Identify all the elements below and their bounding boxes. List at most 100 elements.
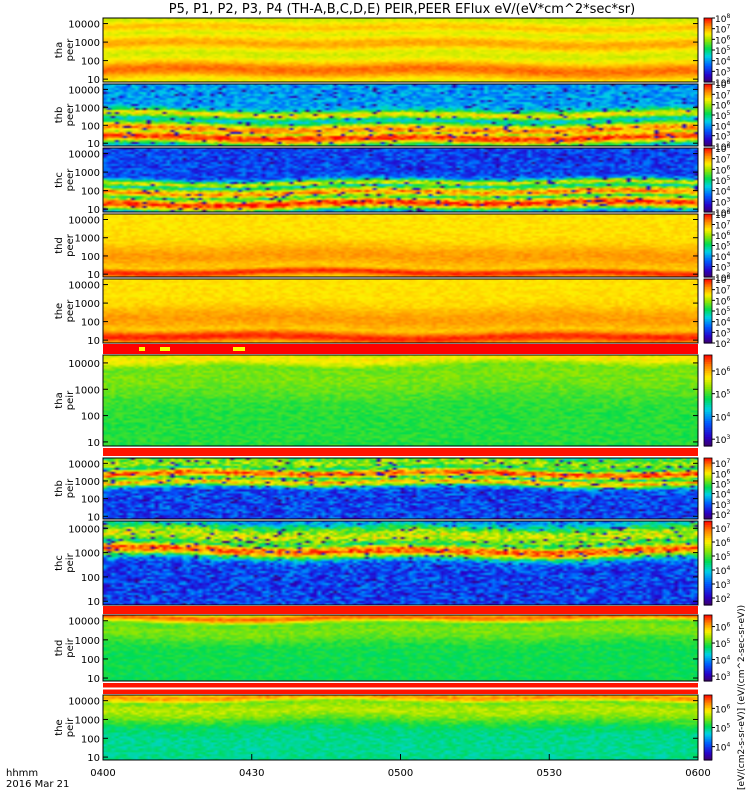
colorbar-step xyxy=(704,677,712,680)
colorbar-step xyxy=(704,70,712,73)
colorbar-step xyxy=(704,531,712,535)
panel-thd-peir: 10 100 1000 10000 thd peir 103 104 105 106 xyxy=(54,614,730,685)
colorbar-step xyxy=(704,735,712,738)
colorbar-step xyxy=(704,416,712,420)
colorbar-step xyxy=(704,218,712,221)
colorbar-step xyxy=(704,67,712,70)
colorbar-step xyxy=(704,125,712,128)
colorbar-step xyxy=(704,701,712,704)
colorbar-step xyxy=(704,251,712,254)
colorbar-tick-label: 107 xyxy=(715,523,730,535)
colorbar-step xyxy=(704,184,712,187)
gap-band-fill xyxy=(103,606,698,614)
colorbar-step xyxy=(704,380,712,383)
time-tick-label: 0500 xyxy=(388,768,413,779)
colorbar-step xyxy=(704,649,712,652)
colorbar-step xyxy=(704,546,712,549)
colorbar-step xyxy=(704,333,712,336)
colorbar-step xyxy=(704,43,712,46)
colorbar-step xyxy=(704,641,712,644)
colorbar-step xyxy=(704,38,712,41)
colorbar-step xyxy=(704,679,712,682)
colorbar-step xyxy=(704,322,712,325)
colorbar-step xyxy=(704,651,712,654)
colorbar-step xyxy=(704,314,712,317)
colorbar-step xyxy=(704,584,712,587)
colorbar-step xyxy=(704,631,712,634)
colorbar-step xyxy=(704,93,712,96)
colorbar-tick-label: 104 xyxy=(715,411,730,423)
colorbar-step xyxy=(704,315,712,318)
colorbar-step xyxy=(704,525,712,528)
colorbar-step xyxy=(704,181,712,184)
panel-probe-label: the xyxy=(54,303,65,319)
colorbar-step xyxy=(704,99,712,102)
colorbar-step xyxy=(704,199,712,202)
time-axis-label: hhmm xyxy=(6,768,38,779)
colorbar-step xyxy=(704,168,712,171)
panel-tha-peir: 10 100 1000 10000 tha peir 103 104 105 106 xyxy=(54,354,730,449)
energy-tick-label: 100 xyxy=(81,318,100,329)
colorbar-step xyxy=(704,261,712,264)
colorbar-step xyxy=(704,304,712,307)
energy-tick-label: 1000 xyxy=(75,234,100,245)
colorbar-step xyxy=(704,740,712,743)
colorbar-step xyxy=(704,283,712,286)
panel-frame xyxy=(102,520,699,606)
colorbar-step xyxy=(704,517,712,520)
colorbar-step xyxy=(704,164,712,167)
colorbar-step xyxy=(704,183,712,186)
colorbar-step xyxy=(704,204,712,207)
colorbar-step xyxy=(704,496,712,499)
panel-frame xyxy=(102,213,699,278)
energy-tick-label: 10 xyxy=(87,753,100,764)
colorbar-step xyxy=(704,480,712,483)
colorbar-step xyxy=(704,78,712,81)
panel-thc-peir: 10 100 1000 10000 thc peir 102 103 104 105 106 107 xyxy=(54,520,730,608)
colorbar-step xyxy=(704,317,712,320)
colorbar-step xyxy=(704,756,712,759)
colorbar-step xyxy=(704,234,712,237)
colorbar-step xyxy=(704,323,712,326)
colorbar-step xyxy=(704,19,712,22)
spectrogram-image xyxy=(103,355,698,446)
colorbar-step xyxy=(704,48,712,51)
panel-species-label: peir xyxy=(65,390,76,410)
colorbar-step xyxy=(704,461,712,464)
colorbar-step xyxy=(704,485,712,488)
colorbar-step xyxy=(704,121,712,124)
colorbar-step xyxy=(704,167,712,170)
colorbar-step xyxy=(704,748,712,751)
colorbar-step xyxy=(704,439,712,443)
colorbar-step xyxy=(704,188,712,191)
colorbar-step xyxy=(704,319,712,322)
colorbar-step xyxy=(704,265,712,269)
colorbar-step xyxy=(704,148,712,151)
colorbar-step xyxy=(704,462,712,465)
data-gap-band-1 xyxy=(103,448,698,456)
colorbar-step xyxy=(704,384,712,388)
colorbar-step xyxy=(704,135,712,138)
colorbar-step xyxy=(704,250,712,253)
colorbar-step xyxy=(704,273,712,277)
colorbar-step xyxy=(704,259,712,262)
colorbar-step xyxy=(704,712,712,716)
colorbar-step xyxy=(704,62,712,65)
colorbar-step xyxy=(704,175,712,178)
colorbar-step xyxy=(704,565,712,568)
colorbar-step xyxy=(704,223,712,226)
gap-band-stripe xyxy=(103,687,698,690)
colorbar-step xyxy=(704,173,712,176)
colorbar-step xyxy=(704,506,712,509)
colorbar-step xyxy=(704,22,712,25)
energy-tick-label: 10 xyxy=(87,674,100,685)
colorbar-step xyxy=(704,486,712,490)
energy-tick-label: 10000 xyxy=(68,20,100,31)
colorbar-step xyxy=(704,753,712,756)
colorbar-step xyxy=(704,698,712,701)
colorbar-step xyxy=(704,253,712,256)
energy-tick-label: 10 xyxy=(87,597,100,608)
colorbar-step xyxy=(704,267,712,270)
panel-probe-label: tha xyxy=(54,42,65,58)
